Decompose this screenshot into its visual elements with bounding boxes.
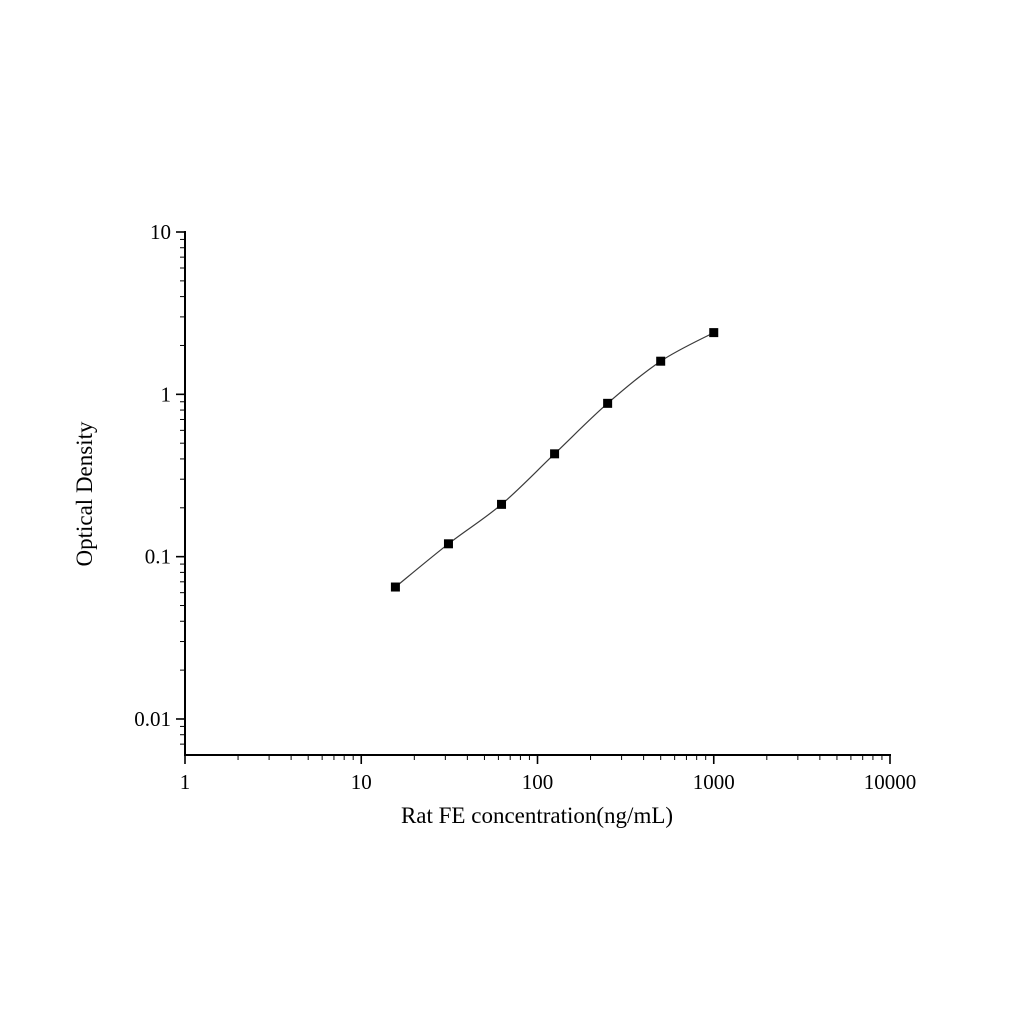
- x-axis: 1 10 100 1000 10000: [180, 755, 917, 794]
- data-point-marker: [497, 499, 507, 509]
- x-tick-label: 1: [180, 770, 191, 794]
- y-axis-label: Optical Density: [72, 421, 97, 566]
- axes: [184, 231, 891, 756]
- plot-generated: 1 10 100 1000 10000 10 1 0.1 0.01: [134, 220, 916, 794]
- y-tick-label: 0.1: [145, 545, 171, 569]
- data-point-marker: [390, 582, 400, 592]
- x-tick-label: 10000: [864, 770, 917, 794]
- y-axis: 10 1 0.1 0.01: [134, 220, 185, 745]
- x-tick-label: 100: [522, 770, 554, 794]
- x-tick-label: 10: [351, 770, 372, 794]
- data-point-marker: [603, 398, 613, 408]
- y-tick-label: 1: [161, 382, 172, 406]
- y-tick-label: 10: [150, 220, 171, 244]
- x-axis-label: Rat FE concentration(ng/mL): [401, 803, 673, 828]
- y-tick-label: 0.01: [134, 707, 171, 731]
- data-point-marker: [443, 539, 453, 549]
- data-point-marker: [656, 356, 666, 366]
- series-standard-curve: [390, 328, 719, 592]
- data-point-marker: [709, 328, 719, 338]
- data-point-marker: [550, 449, 560, 459]
- x-tick-label: 1000: [693, 770, 735, 794]
- series-line: [395, 332, 715, 588]
